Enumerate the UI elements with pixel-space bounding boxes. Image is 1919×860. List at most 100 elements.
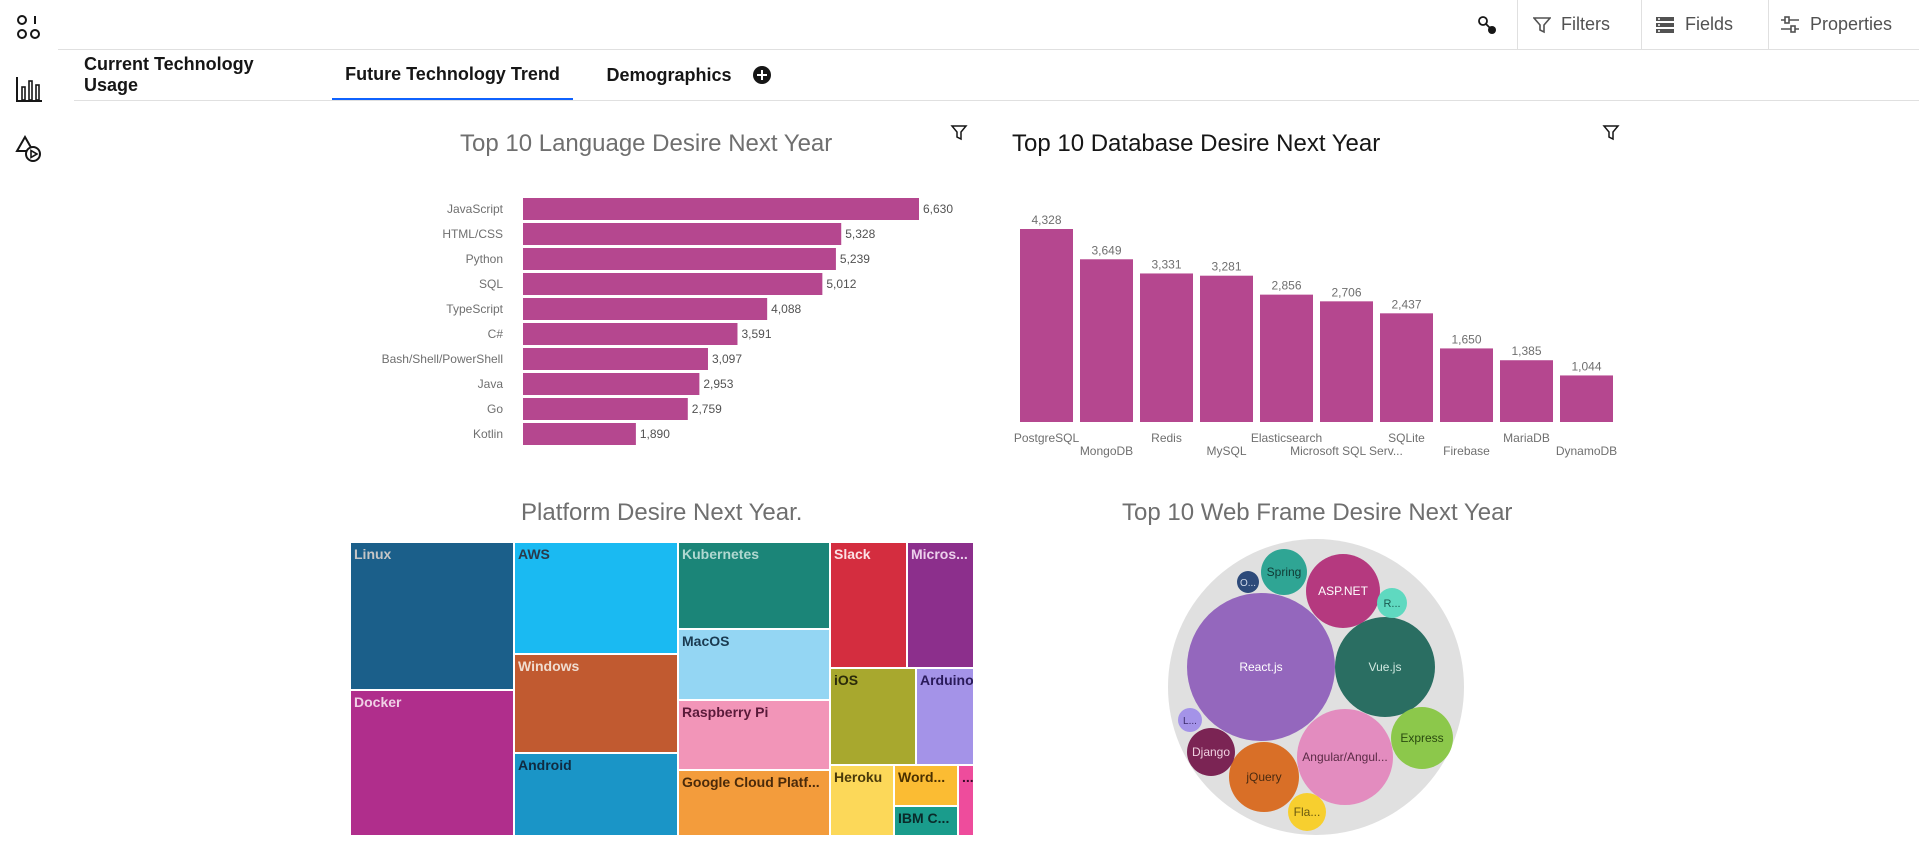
bubble[interactable]	[1229, 742, 1299, 812]
fields-button[interactable]: Fields	[1655, 0, 1733, 49]
bar[interactable]	[1440, 348, 1493, 422]
bubble-label: Angular/Angul...	[1302, 750, 1387, 764]
shapes-play-icon	[15, 135, 41, 162]
bubble[interactable]	[1297, 709, 1393, 805]
add-tab-icon[interactable]	[751, 64, 773, 86]
bubble-label: Vue.js	[1369, 660, 1402, 674]
value-label: 4,088	[771, 302, 801, 316]
bubble[interactable]	[1306, 554, 1380, 628]
treemap-cell[interactable]: Kubernetes	[678, 542, 830, 629]
bubble-label: React.js	[1239, 660, 1282, 674]
filters-button[interactable]: Filters	[1533, 0, 1610, 49]
bubble[interactable]	[1288, 793, 1326, 831]
treemap-label: IBM C...	[898, 810, 950, 826]
filter-icon[interactable]	[950, 124, 968, 142]
widget-title: Top 10 Language Desire Next Year	[460, 130, 833, 157]
value-label: 3,281	[1211, 260, 1241, 274]
treemap-cell[interactable]: Windows	[514, 654, 678, 753]
bubble[interactable]	[1178, 708, 1202, 732]
bar[interactable]	[523, 248, 836, 270]
properties-button[interactable]: Properties	[1780, 0, 1892, 49]
value-label: 2,856	[1271, 279, 1301, 293]
treemap-cell[interactable]: MacOS	[678, 629, 830, 700]
web-frame-bubble-chart: React.js Vue.js Angular/Angul... ASP.NET jQu…	[1168, 539, 1464, 835]
bar[interactable]	[1080, 259, 1133, 422]
bar[interactable]	[1200, 275, 1253, 422]
category-label: Redis	[1151, 431, 1182, 445]
bar[interactable]	[523, 273, 823, 295]
category-label: Java	[478, 377, 504, 391]
treemap-cell[interactable]: ...	[958, 765, 974, 836]
category-label: PostgreSQL	[1014, 431, 1080, 445]
treemap-cell[interactable]: Slack	[830, 542, 907, 668]
rail-shapes-button[interactable]	[10, 130, 48, 168]
tab-demographics[interactable]: Demographics	[594, 50, 744, 100]
rail-data-button[interactable]	[10, 8, 48, 46]
tab-future-technology-trend[interactable]: Future Technology Trend	[332, 50, 573, 100]
treemap-cell[interactable]: IBM C...	[894, 806, 958, 836]
treemap-label: Arduino	[920, 672, 974, 688]
properties-label: Properties	[1810, 14, 1893, 34]
bubble[interactable]	[1187, 728, 1235, 776]
category-label: SQL	[479, 277, 503, 291]
bar[interactable]	[1260, 294, 1313, 422]
value-label: 3,097	[712, 352, 742, 366]
treemap-cell[interactable]: Google Cloud Platf...	[678, 770, 830, 836]
fields-icon	[1656, 16, 1674, 33]
bar[interactable]	[1560, 375, 1613, 422]
bubble[interactable]	[1377, 588, 1407, 618]
bubble[interactable]	[1237, 571, 1259, 593]
bar[interactable]	[523, 223, 842, 245]
platform-desire-widget: Platform Desire Next Year. Linux Docker AW…	[350, 490, 980, 840]
tab-bar: Current Technology Usage Future Technolo…	[74, 50, 1919, 101]
category-label: Elasticsearch	[1251, 431, 1322, 445]
toolbar-divider	[1768, 0, 1769, 49]
bubble-label: O...	[1240, 578, 1256, 589]
bar[interactable]	[523, 198, 919, 220]
bar[interactable]	[1140, 273, 1193, 422]
bar[interactable]	[523, 348, 708, 370]
tab-label: Future Technology Trend	[345, 63, 560, 84]
filter-icon[interactable]	[1602, 124, 1620, 142]
treemap-cell[interactable]: Arduino	[916, 668, 974, 765]
treemap-cell[interactable]: Raspberry Pi	[678, 700, 830, 770]
bar[interactable]	[523, 398, 688, 420]
language-desire-widget: Top 10 Language Desire Next Year JavaScr…	[350, 120, 980, 460]
treemap-label: MacOS	[682, 633, 730, 649]
bubble[interactable]	[1391, 707, 1453, 769]
treemap-cell[interactable]: Micros...	[907, 542, 974, 668]
bubble[interactable]	[1261, 549, 1307, 595]
top-toolbar: Filters Fields Properties	[58, 0, 1919, 50]
bubble-label: Fla...	[1294, 805, 1321, 819]
treemap-cell[interactable]: Android	[514, 753, 678, 836]
bar[interactable]	[1500, 360, 1553, 422]
treemap-label: AWS	[518, 546, 550, 562]
bar[interactable]	[523, 373, 700, 395]
treemap-label: Raspberry Pi	[682, 704, 769, 720]
rail-visualize-button[interactable]	[10, 70, 48, 108]
bar[interactable]	[523, 423, 636, 445]
bar[interactable]	[523, 323, 738, 345]
bubble[interactable]	[1335, 617, 1435, 717]
treemap-cell[interactable]: Heroku	[830, 765, 894, 836]
bubble[interactable]	[1187, 593, 1335, 741]
treemap-cell[interactable]: Linux	[350, 542, 514, 690]
category-label: Python	[466, 252, 503, 266]
bar[interactable]	[1020, 229, 1073, 422]
bubble-label: Spring	[1267, 565, 1302, 579]
widget-title: Platform Desire Next Year.	[521, 499, 803, 526]
treemap-cell[interactable]: iOS	[830, 668, 916, 765]
bubble-label: ASP.NET	[1318, 584, 1368, 598]
treemap-cell[interactable]: Word...	[894, 765, 958, 806]
category-label: MongoDB	[1080, 444, 1133, 458]
connect-button[interactable]	[1477, 0, 1513, 49]
treemap-cell[interactable]: Docker	[350, 690, 514, 836]
filters-label: Filters	[1561, 14, 1610, 34]
treemap-cell[interactable]: AWS	[514, 542, 678, 654]
web-frame-desire-widget: Top 10 Web Frame Desire Next Year React.…	[1010, 490, 1640, 840]
tab-current-technology-usage[interactable]: Current Technology Usage	[84, 50, 266, 100]
category-label: HTML/CSS	[442, 227, 503, 241]
bar[interactable]	[523, 298, 768, 320]
bar[interactable]	[1380, 313, 1433, 422]
bar[interactable]	[1320, 301, 1373, 422]
